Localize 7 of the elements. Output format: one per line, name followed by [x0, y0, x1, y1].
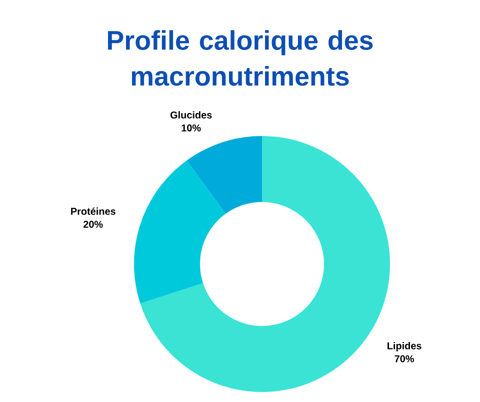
- slice-label: Protéines: [71, 207, 116, 215]
- data-label: 20%: [83, 220, 103, 228]
- chart-title: Profile calorique des macronutriments: [108, 30, 373, 86]
- slice-label: Glucides: [170, 111, 212, 119]
- slice-label: Lipides: [388, 342, 422, 352]
- data-label: 10%: [182, 124, 201, 132]
- data-label: 70%: [394, 355, 414, 362]
